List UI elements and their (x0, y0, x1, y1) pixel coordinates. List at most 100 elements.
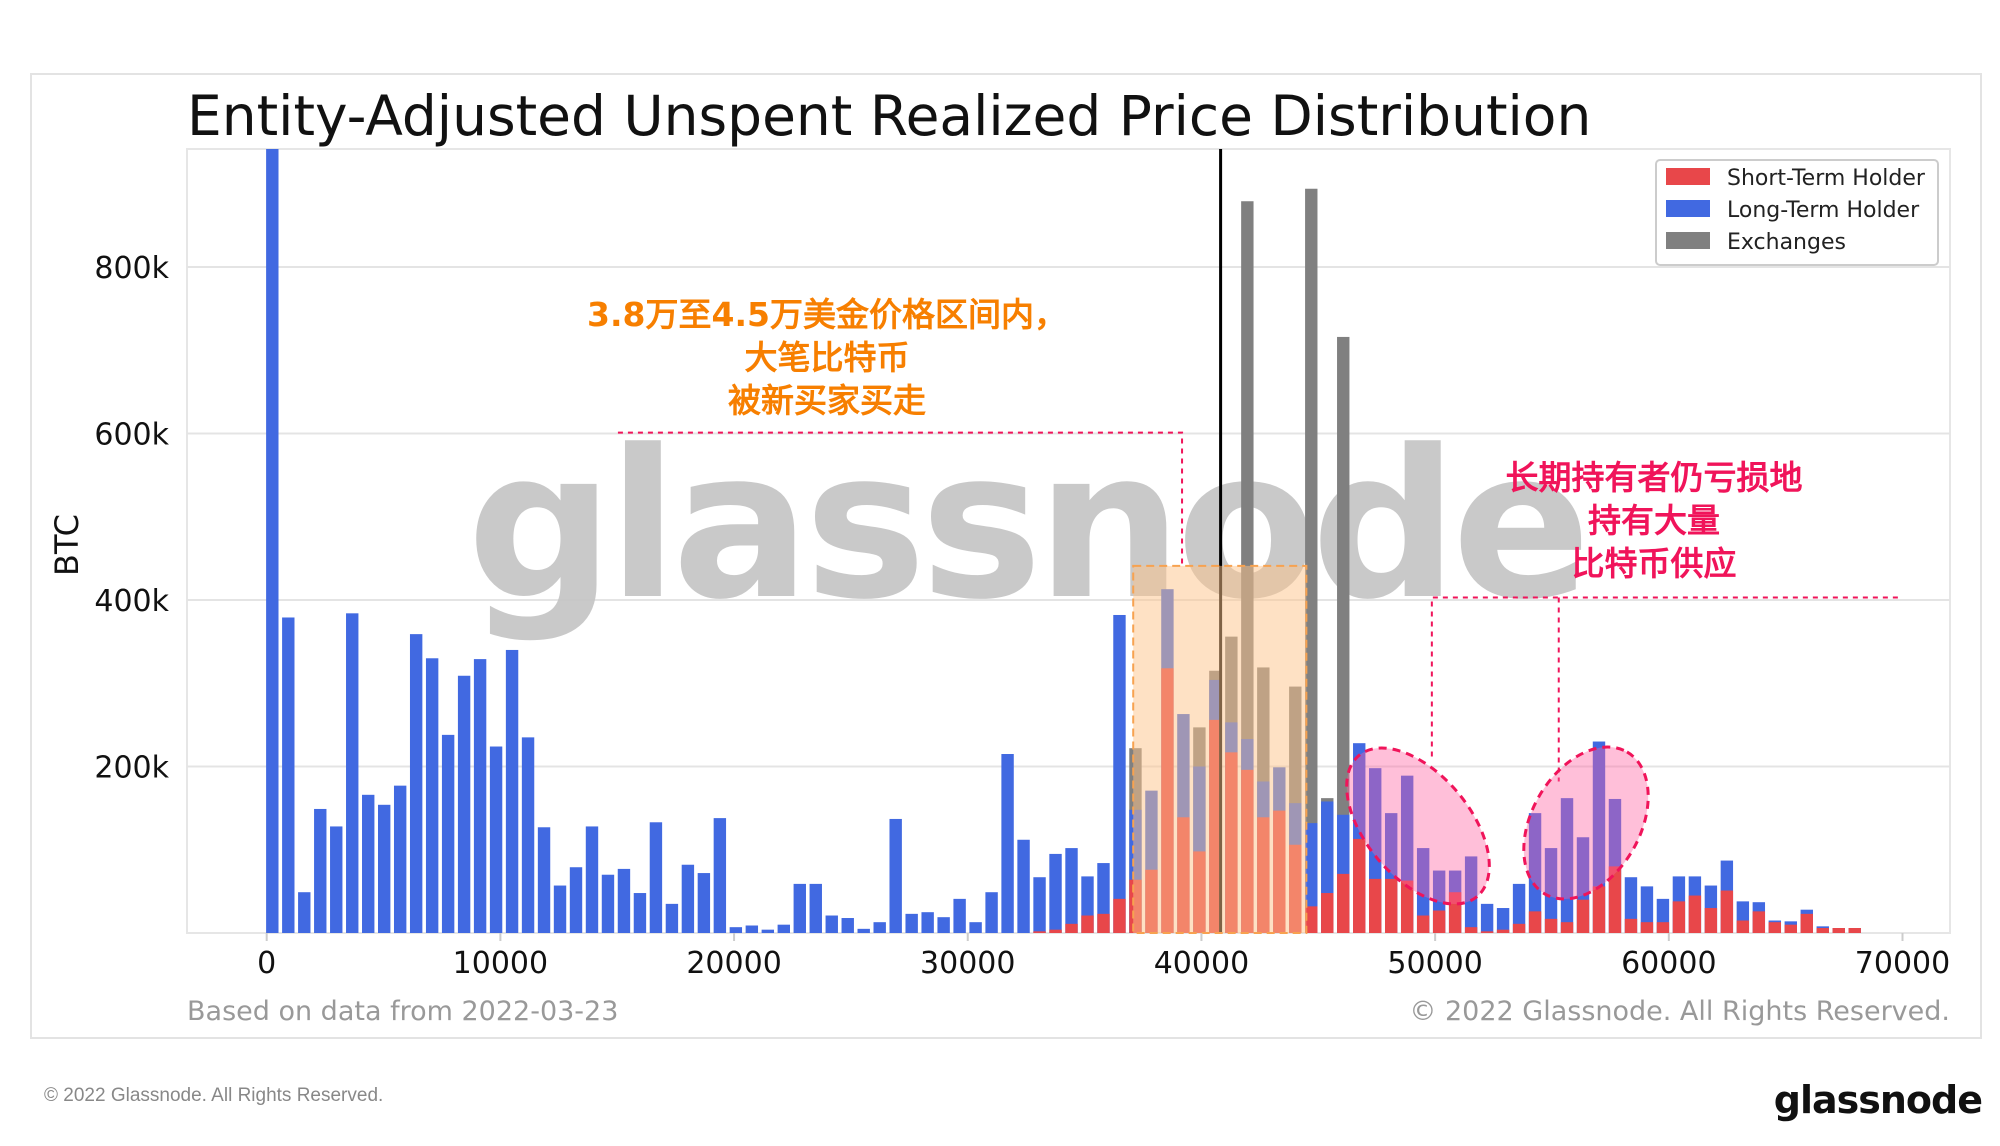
sth-bar (1353, 838, 1366, 933)
sth-bar (1752, 911, 1766, 933)
sth-bar (1768, 922, 1782, 933)
annotation-2-line-3: 比特币供应 (1572, 544, 1737, 583)
lth-bar (1416, 848, 1430, 933)
lth-bar (473, 659, 487, 933)
lth-bar (617, 868, 631, 933)
exchanges-bar (1305, 188, 1318, 933)
lth-bar (505, 649, 519, 933)
lth-bar (681, 864, 695, 933)
lth-bar (330, 826, 343, 933)
annotation-leader-2 (1430, 596, 1903, 757)
lth-bar (985, 892, 998, 933)
sth-bar (1416, 915, 1430, 933)
lth-bar (921, 912, 934, 933)
x-tick-label: 30000 (920, 946, 1015, 981)
highlight-ellipse-1 (1345, 746, 1491, 906)
chart-copyright: © 2022 Glassnode. All Rights Reserved. (1409, 996, 1950, 1027)
x-tick-label: 70000 (1855, 946, 1950, 981)
sth-bar (1337, 873, 1350, 933)
lth-bar (441, 734, 455, 933)
lth-bar (1528, 813, 1542, 933)
sth-bar (1049, 929, 1062, 933)
lth-bar (873, 922, 886, 933)
legend-swatch-lth (1666, 200, 1710, 217)
sth-bar (1784, 924, 1797, 933)
sth-bar (1640, 922, 1654, 933)
annotation-2-line-2: 持有大量 (1588, 501, 1720, 540)
lth-bar (889, 818, 902, 933)
lth-bar (697, 873, 711, 933)
lth-bar (841, 918, 854, 933)
glassnode-logo[interactable]: glassnode (1773, 1078, 1983, 1122)
lth-bar (282, 617, 295, 933)
lth-bar (633, 893, 647, 933)
lth-bar (521, 737, 535, 933)
sth-bar (1608, 866, 1622, 933)
lth-bar (1512, 883, 1526, 933)
lth-bar (266, 149, 279, 933)
lth-bar (1065, 848, 1078, 933)
lth-bar (585, 826, 599, 933)
lth-bar (314, 808, 327, 933)
sth-bar (1736, 920, 1750, 933)
sth-bar (1480, 931, 1494, 933)
annotation-2-line-1: 长期持有者仍亏损地 (1506, 458, 1803, 497)
lth-bar (425, 658, 439, 933)
lth-bar (393, 785, 407, 933)
annotation-leader-1 (617, 431, 1184, 566)
sth-bar (1113, 898, 1126, 933)
sth-bar (1624, 918, 1638, 933)
lth-bar (1049, 853, 1062, 933)
legend-swatch-sth (1666, 168, 1710, 185)
lth-bar (793, 883, 806, 933)
lth-bar (649, 822, 663, 933)
lth-bar (377, 804, 391, 933)
legend-label-lth: Long-Term Holder (1727, 198, 1920, 223)
sth-bar (1464, 927, 1478, 933)
legend: Short-Term Holder Long-Term Holder Excha… (1655, 159, 1939, 266)
sth-bar (1576, 899, 1590, 933)
sth-bar (1656, 922, 1670, 933)
legend-label-sth: Short-Term Holder (1727, 166, 1926, 191)
annotation-1-line-3: 被新买家买走 (728, 381, 926, 420)
x-tick-label: 60000 (1621, 946, 1716, 981)
annotation-1-line-2: 大笔比特币 (745, 338, 910, 377)
lth-bar (1640, 886, 1654, 933)
sth-bar (1369, 878, 1382, 933)
lth-bar (569, 867, 583, 933)
lth-bar (1033, 877, 1046, 933)
legend-label-exchanges: Exchanges (1727, 230, 1846, 255)
lth-bar (1544, 848, 1558, 933)
lth-bar (409, 634, 423, 933)
lth-bar (1480, 903, 1494, 933)
sth-bar (1800, 913, 1813, 933)
lth-bar (362, 794, 375, 933)
x-tick-label: 50000 (1387, 946, 1482, 981)
y-axis-label: BTC (48, 514, 86, 576)
lth-bar (553, 885, 567, 933)
lth-bar (1001, 754, 1014, 933)
sth-bar (1544, 918, 1558, 933)
annotation-1-line-1: 3.8万至4.5万美金价格区间内， (587, 295, 1067, 334)
lth-bar (1017, 839, 1030, 933)
lth-bar (346, 613, 359, 933)
lth-bar (905, 913, 918, 933)
lth-bar (953, 898, 966, 933)
sth-bar (1528, 911, 1542, 933)
footer-copyright: © 2022 Glassnode. All Rights Reserved. (44, 1085, 384, 1106)
lth-bar (713, 818, 727, 933)
lth-bar (457, 675, 471, 933)
highlight-range-box (1132, 564, 1308, 934)
chart-title: Entity-Adjusted Unspent Realized Price D… (187, 84, 1591, 148)
data-date-note: Based on data from 2022-03-23 (187, 996, 618, 1027)
x-tick-label: 10000 (453, 946, 548, 981)
sth-bar (1672, 901, 1686, 933)
lth-bar (937, 917, 950, 933)
sth-bar (1305, 906, 1318, 933)
sth-bar (1688, 895, 1702, 933)
lth-bar (745, 925, 759, 933)
y-tick-label: 600k (94, 418, 169, 453)
watermark: glassnode (467, 407, 1585, 645)
lth-bar (969, 922, 982, 933)
